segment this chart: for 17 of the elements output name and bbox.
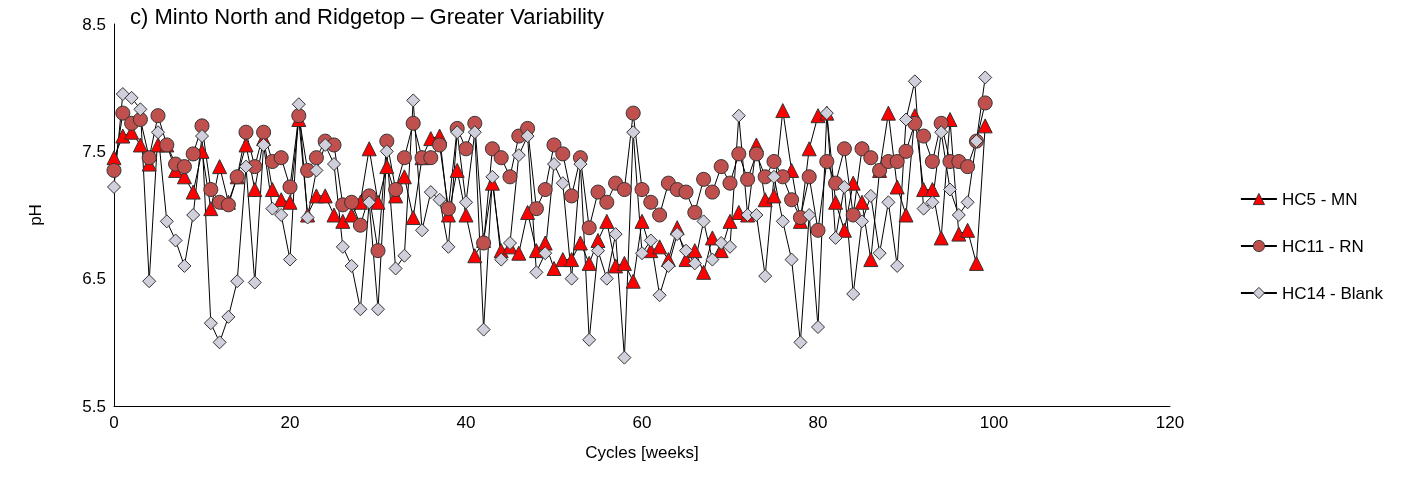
x-tick-label: 120 — [1155, 413, 1185, 432]
legend-label: HC11 - RN — [1281, 236, 1364, 256]
y-tick-label: 7.5 — [82, 141, 106, 161]
chart-title: c) Minto North and Ridgetop – Greater Variability — [130, 3, 605, 29]
y-tick-label: 6.5 — [82, 269, 106, 289]
y-axis-title: pH — [26, 204, 45, 226]
x-tick-label: 60 — [632, 413, 652, 432]
y-tick-label: 5.5 — [82, 396, 106, 416]
y-tick-label: 8.5 — [82, 14, 106, 34]
legend-label: HC5 - MN — [1281, 189, 1358, 209]
x-tick-label: 40 — [456, 413, 476, 432]
x-tick-label: 80 — [808, 413, 828, 432]
x-tick-label: 20 — [280, 413, 300, 432]
x-axis-title: Cycles [weeks] — [585, 443, 699, 462]
x-tick-label: 100 — [979, 413, 1009, 432]
legend-label: HC14 - Blank — [1281, 283, 1384, 303]
x-tick-label: 0 — [109, 413, 119, 432]
